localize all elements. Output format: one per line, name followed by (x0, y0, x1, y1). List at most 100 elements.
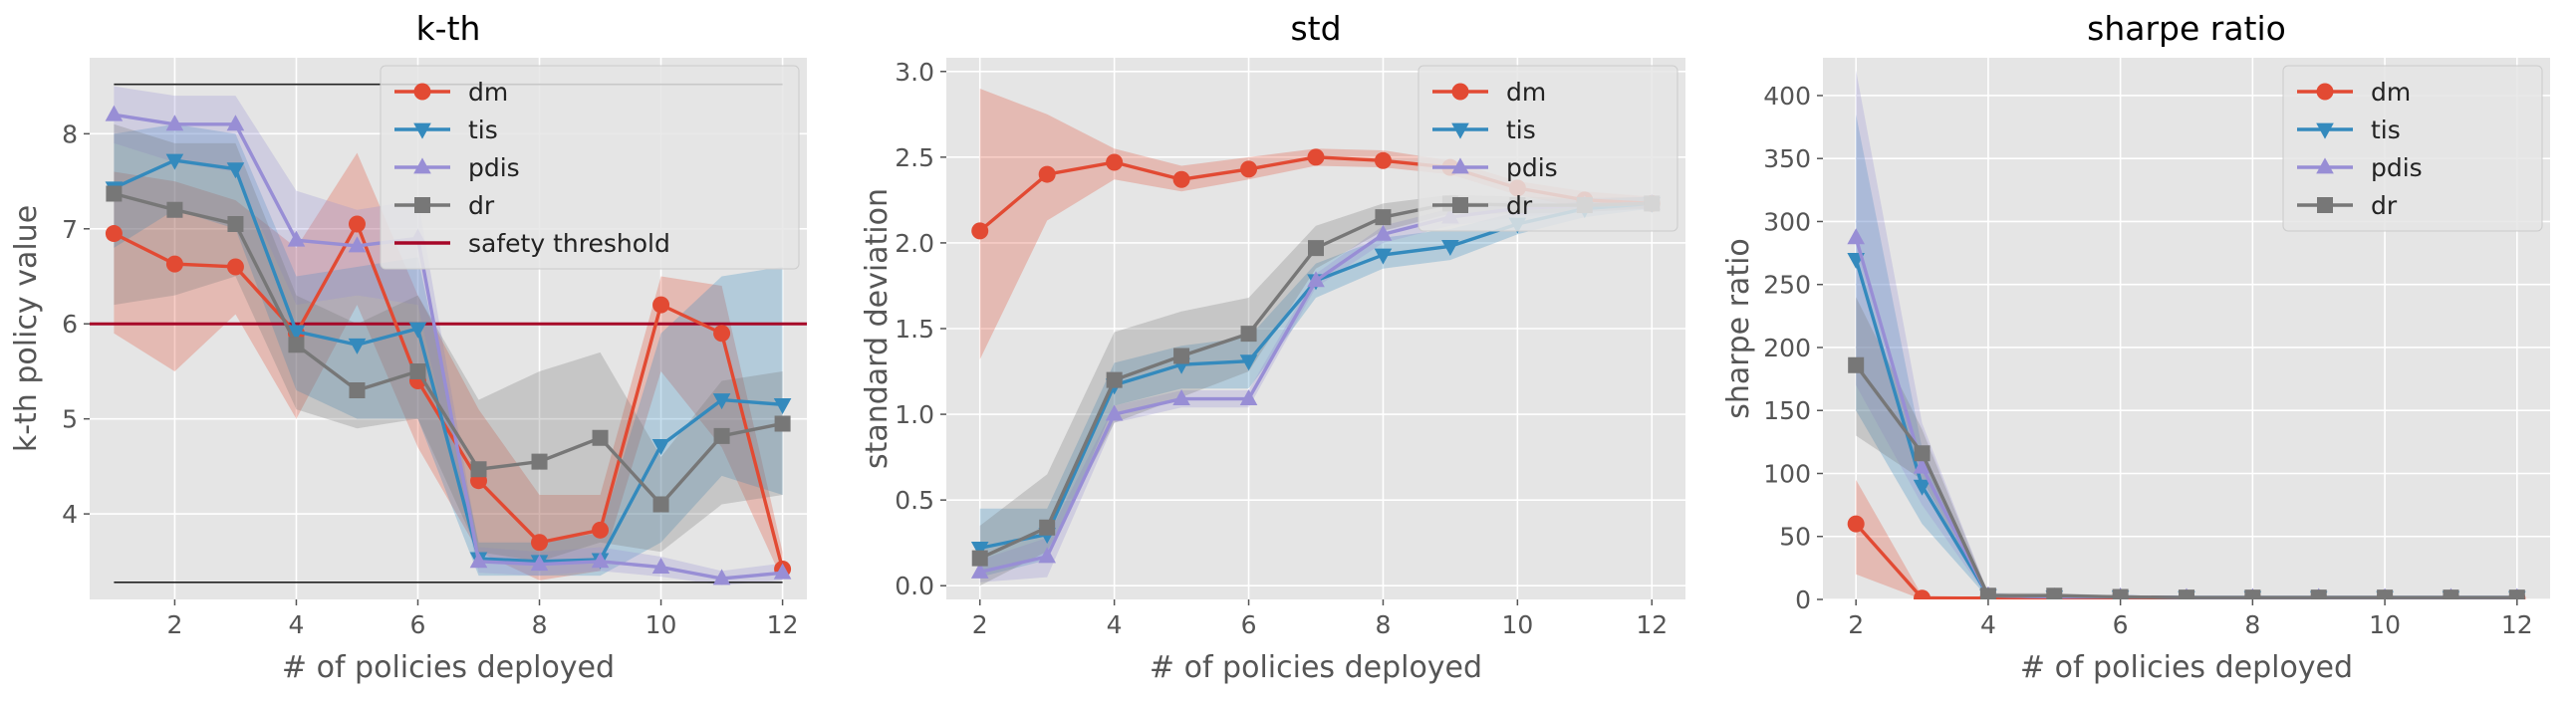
point-dm (1307, 148, 1325, 166)
point-tis (165, 153, 184, 170)
series-layer (970, 88, 1662, 586)
y-axis-label: sharpe ratio (1721, 238, 1756, 419)
legend-marker (413, 157, 431, 174)
point-tis (287, 325, 306, 342)
point-dr (971, 550, 988, 567)
x-tick-label: 4 (1107, 610, 1123, 639)
point-pdis (1307, 271, 1325, 288)
point-pdis (165, 115, 184, 131)
y-tick-label: 300 (1763, 207, 1811, 236)
point-tis (408, 322, 427, 339)
legend-box (1417, 65, 1678, 232)
point-dr (1173, 348, 1190, 364)
point-dm (348, 215, 366, 233)
point-dm (226, 258, 244, 276)
y-tick-label: 50 (1779, 523, 1811, 552)
legend-entry-pdis: pdis (1432, 153, 1558, 182)
legend-entry-tis: tis (394, 116, 498, 144)
point-dr (166, 201, 183, 218)
series-line-pdis (114, 113, 783, 581)
series-line-dm (113, 220, 785, 570)
y-tick-label: 4 (62, 500, 78, 529)
point-pdis (773, 563, 792, 580)
legend-label: tis (2371, 116, 2401, 144)
x-tick-label: 6 (1241, 610, 1257, 639)
x-tick-label: 4 (289, 610, 305, 639)
point-dr (470, 461, 487, 478)
x-tick-label: 6 (2113, 610, 2129, 639)
legend-label: dm (2371, 78, 2411, 107)
point-pdis (1172, 388, 1190, 405)
point-dr (1240, 326, 1257, 343)
x-tick-label: 6 (410, 610, 426, 639)
x-tick-label: 10 (2369, 610, 2401, 639)
point-dm (713, 325, 731, 343)
legend-marker (413, 83, 431, 101)
legend: dm tis pdis dr (2282, 65, 2543, 232)
point-tis (226, 162, 245, 179)
legend-label: dm (1506, 78, 1546, 107)
y-tick-label: 400 (1763, 82, 1811, 111)
x-tick-label: 10 (645, 610, 677, 639)
point-dr (652, 496, 669, 513)
y-axis-label: standard deviation (860, 188, 895, 469)
y-tick-label: 250 (1763, 271, 1811, 300)
y-tick-label: 350 (1763, 144, 1811, 173)
point-dr (1039, 519, 1056, 536)
x-tick-label: 10 (1501, 610, 1533, 639)
x-axis-label: # of policies deployed (1150, 650, 1482, 685)
legend-marker (2316, 122, 2334, 139)
y-tick-label: 150 (1763, 396, 1811, 425)
chart-panel-0: 2 4 6 8 10 12 4 5 6 7 8 k-th # of policies deployed k… (9, 9, 807, 685)
point-dr (1848, 356, 1865, 373)
point-pdis (1913, 457, 1932, 474)
point-pdis (1038, 547, 1056, 564)
point-pdis (712, 569, 731, 585)
y-tick-label: 200 (1763, 334, 1811, 362)
point-dr (1375, 209, 1392, 226)
legend-entry-pdis: pdis (394, 153, 520, 182)
point-pdis (530, 555, 549, 572)
x-tick-label: 8 (2244, 610, 2260, 639)
series-line-dr (113, 191, 783, 508)
legend-label: tis (468, 116, 498, 144)
x-tick-label: 8 (1376, 610, 1392, 639)
legend-marker (2316, 157, 2334, 174)
legend-entry-dr: dr (2297, 191, 2398, 220)
point-dm (1847, 515, 1865, 533)
y-tick-label: 3.0 (895, 58, 934, 87)
legend-marker (1451, 157, 1469, 174)
legend-marker (414, 197, 430, 213)
point-dm (1172, 170, 1190, 188)
legend-label: dr (468, 191, 495, 220)
x-tick-label: 12 (767, 610, 799, 639)
chart-title: sharpe ratio (2087, 9, 2286, 48)
legend: dm tis pdis dr safety threshold (380, 65, 800, 270)
legend-marker (413, 122, 431, 139)
chart-title: std (1290, 9, 1341, 48)
legend-box (2282, 65, 2543, 232)
legend-marker (1452, 197, 1468, 213)
point-pdis (469, 552, 488, 569)
point-dr (1308, 240, 1324, 257)
x-tick-label: 12 (2501, 610, 2533, 639)
point-dr (1106, 371, 1123, 388)
point-dm (1914, 589, 1932, 599)
point-dm (165, 255, 183, 273)
point-dr (2443, 589, 2459, 599)
point-pdis (970, 562, 989, 579)
legend-label: pdis (1506, 153, 1558, 182)
point-dr (2112, 588, 2129, 599)
point-pdis (1374, 224, 1393, 241)
y-axis-label: k-th policy value (9, 205, 44, 452)
chart-panel-1: 2 4 6 8 10 12 0.0 0.5 1.0 1.5 2.0 2.5 3.0 std # of pol… (860, 9, 1685, 685)
legend-box (380, 65, 800, 270)
point-pdis (226, 115, 245, 131)
point-dr (2179, 589, 2194, 599)
y-tick-label: 6 (62, 310, 78, 339)
point-tis (348, 338, 367, 354)
y-tick-label: 0.5 (895, 486, 934, 515)
series-line-tis (113, 158, 783, 564)
point-pdis (651, 557, 670, 574)
